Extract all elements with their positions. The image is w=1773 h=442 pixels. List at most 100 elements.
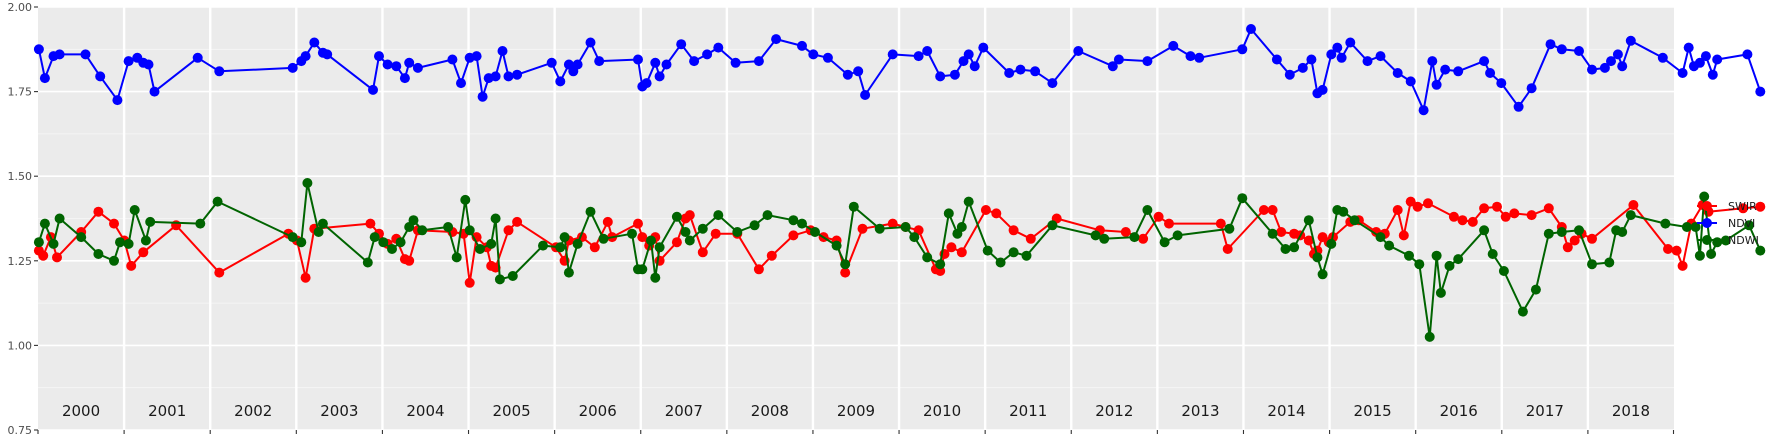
data-point-swir [300, 272, 311, 283]
year-label: 2008 [751, 402, 789, 420]
data-point-ndvi [322, 49, 333, 60]
data-point-swir [857, 223, 868, 234]
data-point-ndvi [1336, 52, 1347, 63]
data-point-ndwi [646, 235, 656, 246]
data-point-ndwi [1021, 250, 1032, 261]
year-label: 2007 [665, 402, 703, 420]
data-point-ndwi [732, 227, 743, 237]
data-point-ndvi [33, 44, 44, 55]
data-point-ndwi [317, 218, 328, 229]
data-point-ndwi [39, 218, 50, 229]
data-point-ndwi [1142, 205, 1153, 215]
data-point-ndvi [1317, 84, 1328, 95]
data-point-ndvi [661, 59, 672, 70]
data-point-ndwi [935, 259, 946, 270]
data-point-ndwi [585, 206, 596, 217]
data-point-ndwi [490, 213, 501, 224]
data-point-ndwi [1755, 245, 1766, 256]
data-point-ndvi [1107, 61, 1118, 72]
data-point-swir [1008, 225, 1019, 236]
data-point-swir [1677, 260, 1688, 271]
year-label: 2018 [1612, 402, 1650, 420]
data-point-swir [1120, 227, 1131, 237]
y-tick-label: 1.00 [8, 339, 33, 352]
data-point-swir [980, 205, 991, 215]
data-point-ndvi [287, 62, 298, 73]
data-point-ndvi [713, 42, 724, 53]
data-point-ndvi [1683, 42, 1694, 53]
grid-major [38, 6, 1674, 431]
data-point-ndvi [1246, 24, 1256, 34]
data-point-ndwi [637, 264, 648, 275]
legend-marker [1702, 201, 1712, 211]
year-label: 2011 [1009, 402, 1047, 420]
y-tick-label: 1.25 [8, 255, 33, 268]
data-point-ndvi [368, 84, 378, 95]
year-label: 2017 [1526, 402, 1564, 420]
data-point-ndvi [808, 49, 819, 60]
data-point-ndvi [1345, 37, 1356, 48]
data-point-ndvi [913, 51, 924, 62]
data-point-ndwi [956, 222, 967, 232]
data-point-ndvi [1073, 46, 1084, 56]
data-point-ndwi [982, 245, 993, 256]
data-point-ndvi [963, 49, 974, 60]
data-point-ndwi [395, 237, 406, 248]
data-point-ndvi [1742, 49, 1753, 60]
y-tick-label: 1.50 [8, 170, 33, 183]
y-tick-label: 1.75 [8, 86, 33, 99]
data-point-swir [1138, 233, 1149, 244]
data-point-swir [710, 228, 721, 239]
data-point-ndwi [451, 252, 462, 263]
data-point-ndvi [853, 66, 864, 77]
data-point-ndwi [1517, 306, 1528, 317]
data-point-swir [840, 267, 851, 278]
data-point-ndwi [848, 201, 859, 212]
data-point-ndwi [713, 210, 724, 221]
data-point-ndwi [810, 227, 820, 237]
data-point-ndvi [1556, 44, 1567, 55]
data-point-ndwi [831, 240, 842, 251]
data-point-ndvi [399, 73, 410, 84]
data-point-ndwi [1047, 220, 1058, 231]
data-point-swir [1562, 242, 1573, 253]
data-point-swir [512, 216, 523, 227]
data-point-ndvi [1755, 86, 1766, 97]
data-point-ndvi [1168, 40, 1179, 51]
year-label: 2013 [1181, 402, 1219, 420]
data-point-swir [671, 237, 682, 248]
data-point-ndwi [115, 237, 125, 248]
data-point-ndwi [54, 213, 65, 224]
data-point-swir [1467, 216, 1478, 227]
data-point-ndwi [788, 215, 799, 226]
data-point-ndwi [1237, 193, 1248, 204]
data-point-swir [214, 267, 225, 278]
data-point-swir [1412, 201, 1423, 212]
data-point-ndwi [1556, 227, 1567, 237]
data-point-ndvi [1677, 68, 1688, 78]
data-point-ndwi [443, 222, 454, 232]
data-point-ndvi [949, 69, 960, 80]
data-point-ndwi [654, 242, 665, 253]
data-point-ndvi [650, 57, 661, 68]
data-point-swir [1543, 203, 1554, 214]
data-point-ndvi [512, 69, 523, 80]
data-point-ndwi [93, 249, 104, 259]
data-point-ndvi [969, 61, 980, 72]
data-point-ndvi [842, 69, 853, 80]
data-point-ndwi [1706, 249, 1717, 259]
data-point-ndwi [1625, 210, 1636, 221]
data-point-ndwi [1303, 215, 1314, 226]
year-label: 2003 [320, 402, 358, 420]
data-point-ndwi [76, 232, 87, 243]
data-point-ndwi [1479, 225, 1490, 236]
data-point-ndvi [1545, 39, 1556, 50]
data-point-swir [589, 242, 600, 253]
data-point-swir [684, 210, 695, 221]
data-point-ndwi [1453, 254, 1464, 265]
data-point-ndvi [192, 52, 203, 63]
data-point-swir [637, 232, 648, 243]
legend-label: NDVI [1728, 217, 1755, 230]
data-point-ndwi [313, 227, 324, 237]
data-point-swir [1267, 205, 1278, 215]
